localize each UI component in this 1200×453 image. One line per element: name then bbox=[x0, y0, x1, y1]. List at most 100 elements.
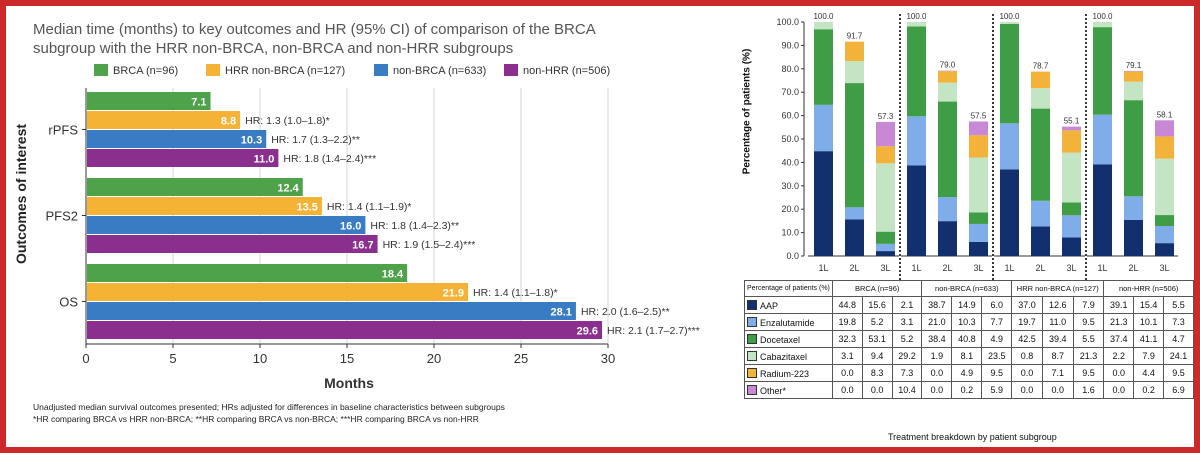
stacked-segment bbox=[1155, 215, 1174, 227]
x-tick-label: 0 bbox=[82, 351, 89, 366]
table-cell: 4.4 bbox=[1133, 364, 1165, 382]
table-cell: 0.0 bbox=[1011, 381, 1043, 399]
table-cell: 9.5 bbox=[1072, 364, 1105, 382]
y-tick-label: 30.0 bbox=[781, 181, 799, 191]
table-cell: 4.9 bbox=[951, 364, 983, 382]
table-cell: 0.8 bbox=[1011, 347, 1043, 365]
table-cell: 40.8 bbox=[951, 330, 983, 348]
table-cell: 10.4 bbox=[891, 381, 923, 399]
category-label: PFS2 bbox=[45, 209, 78, 224]
table-cell: 9.5 bbox=[1072, 313, 1105, 331]
line-of-therapy-label: 1L bbox=[911, 263, 921, 273]
bar bbox=[87, 216, 366, 234]
table-cell: 4.7 bbox=[1163, 330, 1194, 348]
treatment-swatch bbox=[747, 350, 757, 361]
legend-label: non-BRCA (n=633) bbox=[393, 65, 486, 77]
table-cell: 32.3 bbox=[831, 330, 863, 348]
treatment-label: AAP bbox=[744, 296, 833, 314]
bar-value-label: 10.3 bbox=[241, 135, 262, 147]
treatment-breakdown-panel: 0.0 10.0 20.0 30.0 40.0 50.0 60.0 70.0 80.0 90.0 1… bbox=[718, 6, 1194, 447]
stacked-segment bbox=[969, 212, 988, 224]
stacked-segment bbox=[1031, 200, 1050, 227]
stacked-segment bbox=[876, 251, 895, 256]
table-row: Radium-223 0.0 8.3 7.3 0.0 4.9 9.5 0.0 7.1 9.5 0.0… bbox=[744, 364, 1194, 382]
bar-value-label: 21.9 bbox=[443, 288, 464, 300]
table-cell: 0.0 bbox=[921, 364, 953, 382]
stacked-segment bbox=[907, 165, 926, 256]
bar-series: 7.1 8.8 HR: 1.3 (1.0–1.8)* 10.3 HR: 1.7 (1.3… bbox=[87, 92, 700, 339]
bar-value-label: 8.8 bbox=[221, 116, 236, 128]
bar-value-label: 13.5 bbox=[296, 202, 317, 214]
table-header-label: Percentage of patients (%) bbox=[744, 280, 833, 297]
hazard-ratio-label: HR: 2.1 (1.7–2.7)*** bbox=[607, 325, 700, 337]
table-cell: 7.1 bbox=[1041, 364, 1074, 382]
y-tick-label: 90.0 bbox=[781, 40, 799, 50]
stacked-bar-chart: 0.0 10.0 20.0 30.0 40.0 50.0 60.0 70.0 80.0 90.0 1… bbox=[776, 12, 1178, 280]
hazard-ratio-label: HR: 1.9 (1.5–2.4)*** bbox=[383, 239, 476, 251]
table-cell: 14.9 bbox=[951, 296, 983, 314]
stacked-segment bbox=[814, 29, 833, 105]
treatment-label: Docetaxel bbox=[744, 330, 833, 348]
treatment-label: Other* bbox=[744, 381, 833, 399]
stacked-segment bbox=[938, 197, 957, 222]
stacked-segment bbox=[876, 121, 895, 147]
hazard-ratio-label: HR: 1.4 (1.1–1.9)* bbox=[327, 201, 412, 213]
line-of-therapy-label: 1L bbox=[818, 263, 828, 273]
y-tick-label: 60.0 bbox=[781, 111, 799, 121]
bar bbox=[87, 302, 576, 320]
y-tick-label: 20.0 bbox=[781, 204, 799, 214]
y-tick-label: 70.0 bbox=[781, 87, 799, 97]
hazard-ratio-label: HR: 1.8 (1.4–2.3)** bbox=[370, 220, 459, 232]
table-cell: 21.3 bbox=[1103, 313, 1135, 331]
bar-value-label: 16.0 bbox=[340, 221, 361, 233]
figure-frame: Median time (months) to key outcomes and… bbox=[6, 6, 1194, 447]
table-cell: 5.5 bbox=[1163, 296, 1194, 314]
stacked-segment bbox=[1062, 130, 1081, 153]
table-cell: 5.2 bbox=[861, 313, 893, 331]
table-cell: 3.1 bbox=[891, 313, 923, 331]
table-cell: 39.4 bbox=[1041, 330, 1074, 348]
stacked-bars: 100.0 1L 91.7 2L 57.3 3L 100.0 1L 79.0 2L 57.5 3L 10… bbox=[813, 12, 1174, 273]
x-tick-label: 25 bbox=[514, 351, 528, 366]
treatment-swatch bbox=[747, 299, 757, 310]
chart-title-line2: subgroup with the HRR non-BRCA, non-BRCA… bbox=[33, 40, 513, 57]
treatment-swatch bbox=[747, 316, 757, 327]
stacked-segment bbox=[1093, 114, 1112, 165]
stacked-segment bbox=[876, 146, 895, 164]
table-cell: 15.4 bbox=[1133, 296, 1165, 314]
line-of-therapy-label: 2L bbox=[849, 263, 859, 273]
median-time-chart: Median time (months) to key outcomes and… bbox=[13, 21, 700, 424]
bar bbox=[87, 92, 211, 110]
bar-value-label: 16.7 bbox=[352, 240, 373, 252]
stacked-segment bbox=[1000, 22, 1019, 24]
stacked-segment bbox=[1031, 108, 1050, 201]
table-cell: 15.6 bbox=[861, 296, 893, 314]
stacked-segment bbox=[845, 61, 864, 84]
table-cell: 0.0 bbox=[1103, 364, 1135, 382]
stacked-segment bbox=[845, 41, 864, 62]
category-label: rPFS bbox=[48, 123, 78, 138]
table-cell: 0.0 bbox=[831, 381, 863, 399]
chart-title-line1: Median time (months) to key outcomes and… bbox=[33, 21, 596, 38]
bar-total-label: 57.5 bbox=[971, 111, 987, 120]
bar-total-label: 58.1 bbox=[1157, 110, 1173, 119]
table-cell: 7.3 bbox=[891, 364, 923, 382]
table-cell: 38.7 bbox=[921, 296, 953, 314]
hazard-ratio-label: HR: 1.4 (1.1–1.8)* bbox=[473, 287, 558, 299]
stacked-segment bbox=[845, 219, 864, 256]
y-tick-label: 80.0 bbox=[781, 64, 799, 74]
y-tick-label: 40.0 bbox=[781, 157, 799, 167]
stacked-segment bbox=[1124, 100, 1143, 197]
table-cell: 39.1 bbox=[1103, 296, 1135, 314]
table-cell: 8.3 bbox=[861, 364, 893, 382]
legend-label: BRCA (n=96) bbox=[113, 65, 178, 77]
bar-total-label: 91.7 bbox=[847, 32, 863, 41]
legend-label: non-HRR (n=506) bbox=[523, 65, 610, 77]
stacked-segment bbox=[1062, 152, 1081, 203]
stacked-segment bbox=[1031, 71, 1050, 89]
stacked-segment bbox=[1093, 27, 1112, 115]
footnote-2: *HR comparing BRCA vs HRR non-BRCA; **HR… bbox=[33, 414, 479, 424]
bar-total-label: 78.7 bbox=[1033, 62, 1049, 71]
x-tick-label: 10 bbox=[253, 351, 267, 366]
table-cell: 1.6 bbox=[1072, 381, 1105, 399]
